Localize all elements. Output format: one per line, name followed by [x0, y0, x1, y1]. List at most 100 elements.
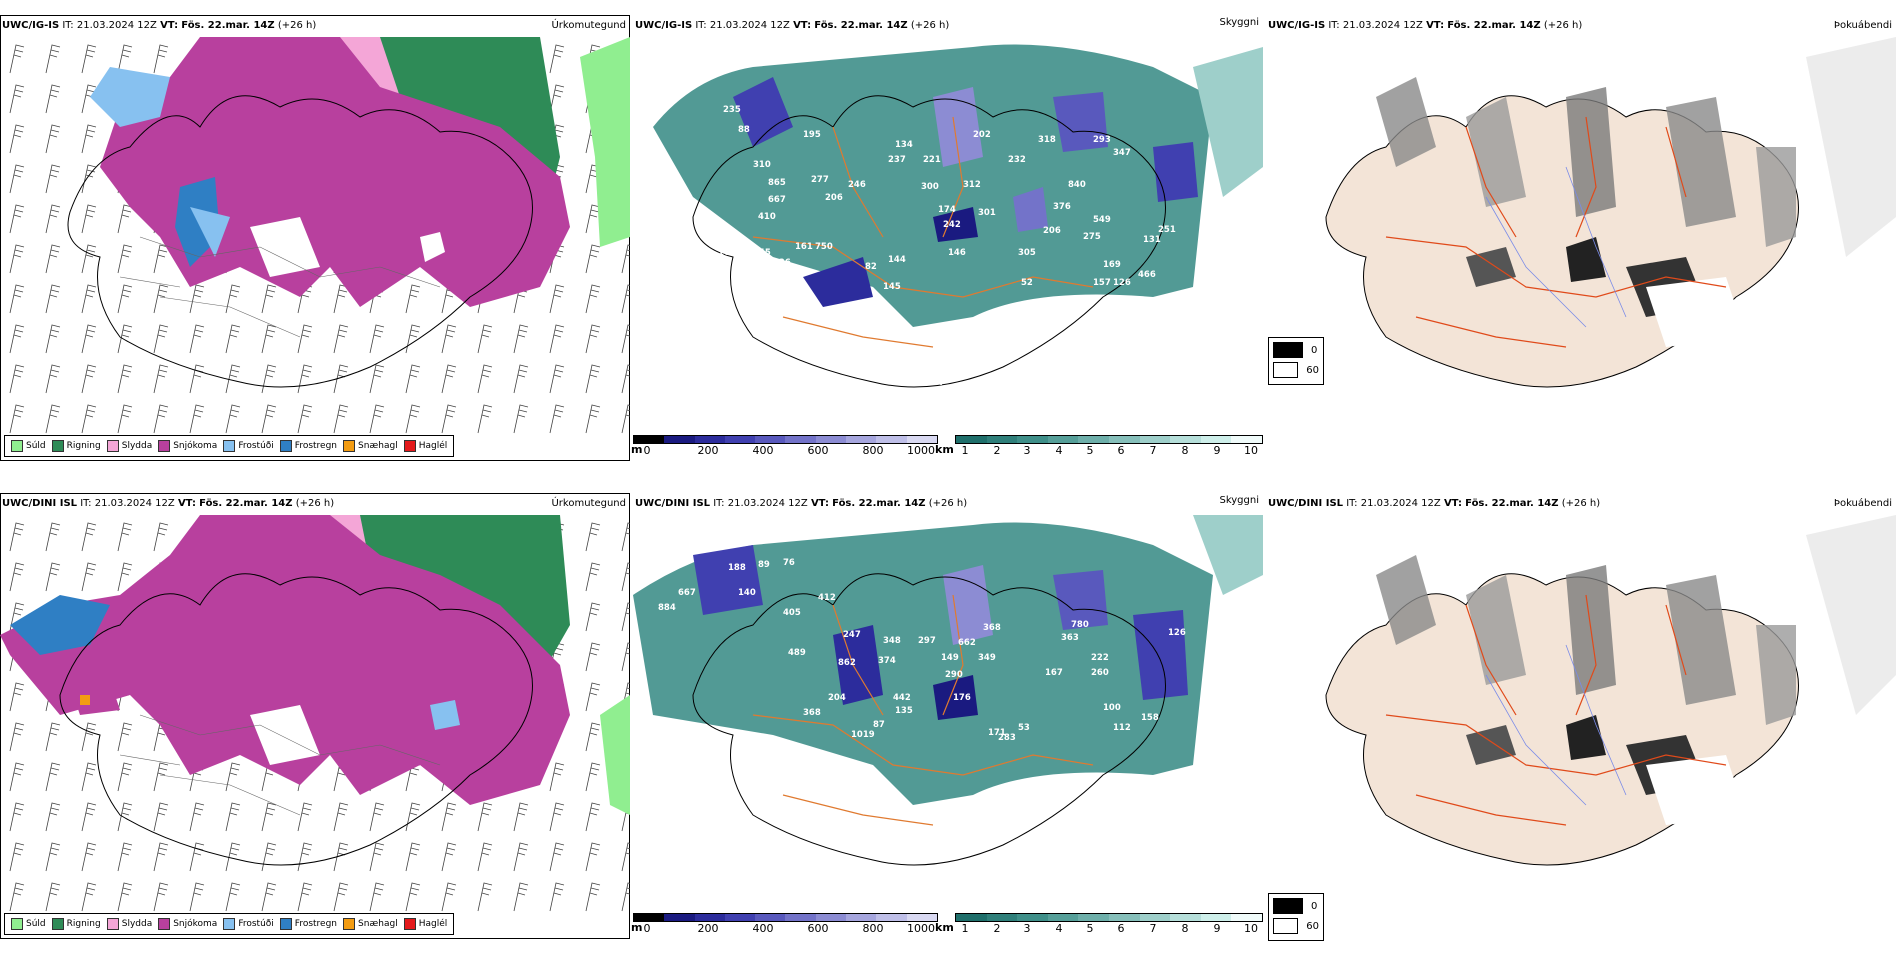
- panel-header: UWC/IG-IS IT: 21.03.2024 12Z VT: Fös. 22…: [635, 20, 949, 31]
- ceiling-value: 410: [758, 212, 776, 222]
- ceiling-value: 865: [768, 178, 786, 188]
- ceiling-value: 405: [783, 608, 801, 618]
- ceiling-value: 780: [1071, 620, 1089, 630]
- ceiling-colorbar-gradient: [633, 435, 938, 444]
- legend-item: Frostregn: [279, 440, 337, 452]
- model-name: UWC/DINI ISL: [635, 498, 711, 509]
- legend-item: Súld: [11, 918, 46, 930]
- legend-label: Snjókoma: [173, 919, 218, 929]
- fog-legend-label: 60: [1306, 920, 1319, 932]
- fog-legend: 0 60: [1268, 893, 1324, 941]
- legend-swatch: [158, 440, 171, 452]
- ceiling-value: 312: [963, 180, 981, 190]
- it-label: IT:: [1346, 498, 1358, 509]
- ceiling-colorbar: 0 200 400 600 800 1000 m: [631, 435, 938, 463]
- tick-label: 600: [807, 922, 829, 935]
- it-value: 21.03.2024 12Z: [94, 498, 175, 509]
- fog-legend-item: 0: [1273, 898, 1319, 914]
- panel-title: Úrkomutegund: [551, 498, 626, 509]
- ceiling-value: 71: [930, 848, 942, 858]
- vt-label: VT:: [810, 498, 829, 509]
- legend-swatch: [11, 918, 23, 930]
- panel-visibility-dini: UWC/DINI ISL IT: 21.03.2024 12Z VT: Fös.…: [631, 493, 1263, 958]
- ceiling-value: 277: [811, 175, 829, 185]
- ceiling-unit: m: [631, 443, 643, 456]
- vt-value: Fös. 22.mar. 14Z: [1465, 498, 1559, 509]
- legend-label: Súld: [26, 441, 46, 451]
- ceiling-value: 161: [795, 242, 813, 252]
- legend-label: Frostregn: [294, 919, 338, 929]
- visibility-colorbar-ticks: 1 2 3 4 5 6 7 8 9 10: [955, 922, 1263, 936]
- ceiling-value: 158: [1141, 713, 1159, 723]
- legend-swatch: [106, 440, 119, 452]
- precip-type-legend: Súld Rigning Slydda Snjókoma Frostúði Fr…: [4, 435, 455, 457]
- legend-swatch: [223, 918, 236, 930]
- tick-label: 200: [697, 444, 719, 457]
- ceiling-value: 131: [1143, 235, 1161, 245]
- tick-label: 6: [1117, 922, 1125, 935]
- panel-precip-type-dini: UWC/DINI ISL IT: 21.03.2024 12Z VT: Fös.…: [0, 493, 630, 958]
- legend-swatch: [403, 918, 416, 930]
- legend-item: Snæhagl: [343, 440, 398, 452]
- fog-legend-label: 0: [1311, 344, 1318, 356]
- model-name: UWC/IG-IS: [635, 20, 693, 31]
- tick-label: 10: [1244, 922, 1258, 935]
- tick-label: 0: [643, 444, 651, 457]
- ceiling-value: 146: [948, 248, 966, 258]
- ceiling-value: 489: [788, 648, 806, 658]
- tick-label: 8: [1181, 444, 1189, 457]
- ceiling-value: 1019: [851, 730, 875, 740]
- legend-item: Frostregn: [279, 918, 338, 930]
- visibility-colorbar-gradient: [955, 913, 1263, 922]
- it-label: IT:: [62, 20, 74, 31]
- ceiling-colorbar-gradient: [633, 913, 938, 922]
- precip-type-legend: Súld Rigning Slydda Snjókoma Frostúði Fr…: [4, 913, 455, 935]
- it-value: 21.03.2024 12Z: [709, 20, 790, 31]
- ceiling-value: 126: [1113, 278, 1131, 288]
- ceiling-value: 76: [783, 558, 795, 568]
- panel-title: Þokuábendi: [1833, 20, 1892, 31]
- ceiling-value: 260: [1091, 668, 1109, 678]
- lead-time: (+26 h): [928, 498, 968, 509]
- ceiling-value: 305: [1018, 248, 1036, 258]
- tick-label: 7: [1149, 444, 1157, 457]
- tick-label: 3: [1023, 444, 1031, 457]
- tick-label: 800: [862, 922, 884, 935]
- model-name: UWC/DINI ISL: [1268, 498, 1344, 509]
- ceiling-value: 226: [773, 258, 791, 268]
- ceiling-value: 368: [983, 623, 1001, 633]
- legend-swatch: [343, 440, 356, 452]
- vt-label: VT:: [1443, 498, 1462, 509]
- legend-swatch: [223, 440, 236, 452]
- fog-legend-swatch: [1273, 898, 1303, 914]
- ceiling-value: 82: [865, 262, 877, 272]
- legend-label: Haglél: [418, 441, 448, 451]
- panel-header: UWC/DINI ISL IT: 21.03.2024 12Z VT: Fös.…: [1268, 498, 1600, 509]
- legend-swatch: [51, 440, 64, 452]
- vt-label: VT:: [793, 20, 812, 31]
- tick-label: 800: [862, 444, 884, 457]
- it-value: 21.03.2024 12Z: [1342, 20, 1423, 31]
- legend-label: Snæhagl: [358, 919, 398, 929]
- it-label: IT:: [1328, 20, 1340, 31]
- ceiling-value: 466: [1138, 270, 1156, 280]
- ceiling-value: 549: [1093, 215, 1111, 225]
- legend-item: Rigning: [51, 918, 101, 930]
- ceiling-value: 87: [873, 720, 885, 730]
- tick-label: 1000: [907, 922, 935, 935]
- ceiling-value: 235: [723, 105, 741, 115]
- panel-header: UWC/IG-IS IT: 21.03.2024 12Z VT: Fös. 22…: [1268, 20, 1582, 31]
- ceiling-value: 188: [728, 563, 746, 573]
- ceiling-value: 368: [803, 708, 821, 718]
- tick-label: 9: [1213, 922, 1221, 935]
- legend-label: Slydda: [121, 441, 153, 451]
- ceiling-value: 167: [1045, 668, 1063, 678]
- ceiling-value: 164: [718, 248, 736, 258]
- legend-item: Snjókoma: [158, 918, 217, 930]
- ceiling-value: 174: [938, 205, 956, 215]
- ceiling-value: 348: [883, 636, 901, 646]
- ceiling-value: 206: [1043, 226, 1061, 236]
- visibility-unit: km: [935, 443, 954, 456]
- legend-swatch: [158, 918, 171, 930]
- it-label: IT:: [695, 20, 707, 31]
